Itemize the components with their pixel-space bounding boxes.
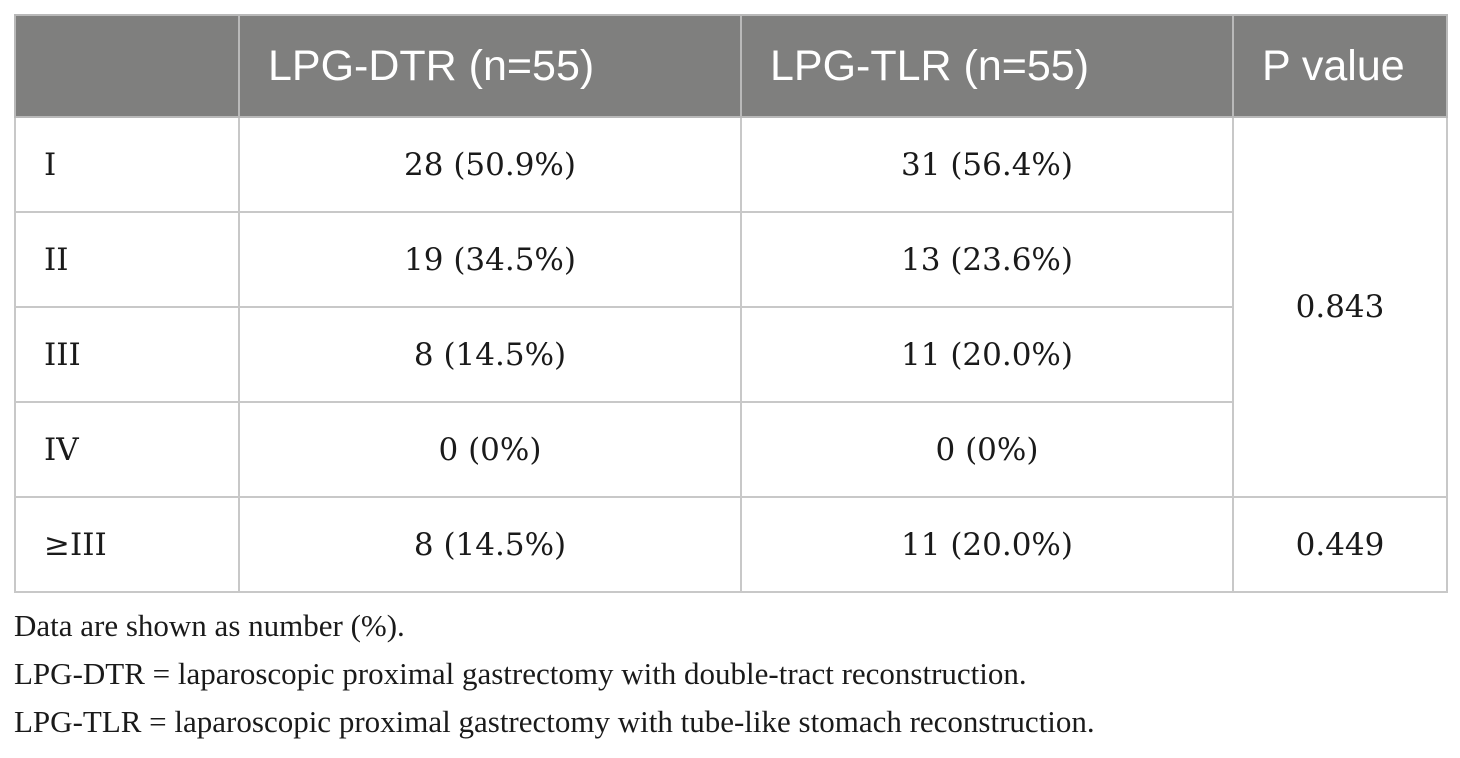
grade-cell: ≥III xyxy=(14,496,240,593)
header-row: LPG-DTR (n=55) LPG-TLR (n=55) P value xyxy=(14,14,1448,118)
table-row: III 8 (14.5%) 11 (20.0%) xyxy=(14,306,1447,403)
grade-cell: I xyxy=(14,116,240,213)
p-value-cell: 0.843 xyxy=(1232,116,1448,498)
table-row: I 28 (50.9%) 31 (56.4%) 0.843 xyxy=(14,116,1448,498)
grade-cell: IV xyxy=(14,401,240,498)
header-cell-p-value: P value xyxy=(1232,14,1448,118)
summary-row: ≥III 8 (14.5%) 11 (20.0%) 0.449 xyxy=(14,496,1448,593)
lpg-dtr-cell: 0 (0%) xyxy=(238,401,742,498)
grade-cell: II xyxy=(14,211,240,308)
table-row: IV 0 (0%) 0 (0%) xyxy=(14,401,1447,498)
table-body: I 28 (50.9%) 31 (56.4%) 0.843 II 19 (34.… xyxy=(14,116,1448,593)
grade-cell: III xyxy=(14,306,240,403)
header-cell-lpg-dtr: LPG-DTR (n=55) xyxy=(238,14,742,118)
lpg-tlr-cell: 11 (20.0%) xyxy=(740,306,1234,403)
table-footnotes: Data are shown as number (%). LPG-DTR = … xyxy=(14,602,1444,746)
lpg-dtr-cell: 28 (50.9%) xyxy=(238,116,742,213)
results-table: LPG-DTR (n=55) LPG-TLR (n=55) P value I … xyxy=(14,14,1448,593)
table-header: LPG-DTR (n=55) LPG-TLR (n=55) P value xyxy=(14,14,1448,118)
p-value-cell: 0.449 xyxy=(1232,496,1448,593)
lpg-tlr-cell: 31 (56.4%) xyxy=(740,116,1234,213)
lpg-tlr-cell: 13 (23.6%) xyxy=(740,211,1234,308)
footnote-lpg-dtr: LPG-DTR = laparoscopic proximal gastrect… xyxy=(14,656,1027,691)
table-row: II 19 (34.5%) 13 (23.6%) xyxy=(14,211,1447,308)
lpg-dtr-cell: 8 (14.5%) xyxy=(238,496,742,593)
lpg-dtr-cell: 8 (14.5%) xyxy=(238,306,742,403)
header-cell-empty xyxy=(14,14,240,118)
lpg-tlr-cell: 0 (0%) xyxy=(740,401,1234,498)
footnote-data-format: Data are shown as number (%). xyxy=(14,608,405,643)
lpg-tlr-cell: 11 (20.0%) xyxy=(740,496,1234,593)
lpg-dtr-cell: 19 (34.5%) xyxy=(238,211,742,308)
header-cell-lpg-tlr: LPG-TLR (n=55) xyxy=(740,14,1234,118)
footnote-lpg-tlr: LPG-TLR = laparoscopic proximal gastrect… xyxy=(14,704,1095,739)
